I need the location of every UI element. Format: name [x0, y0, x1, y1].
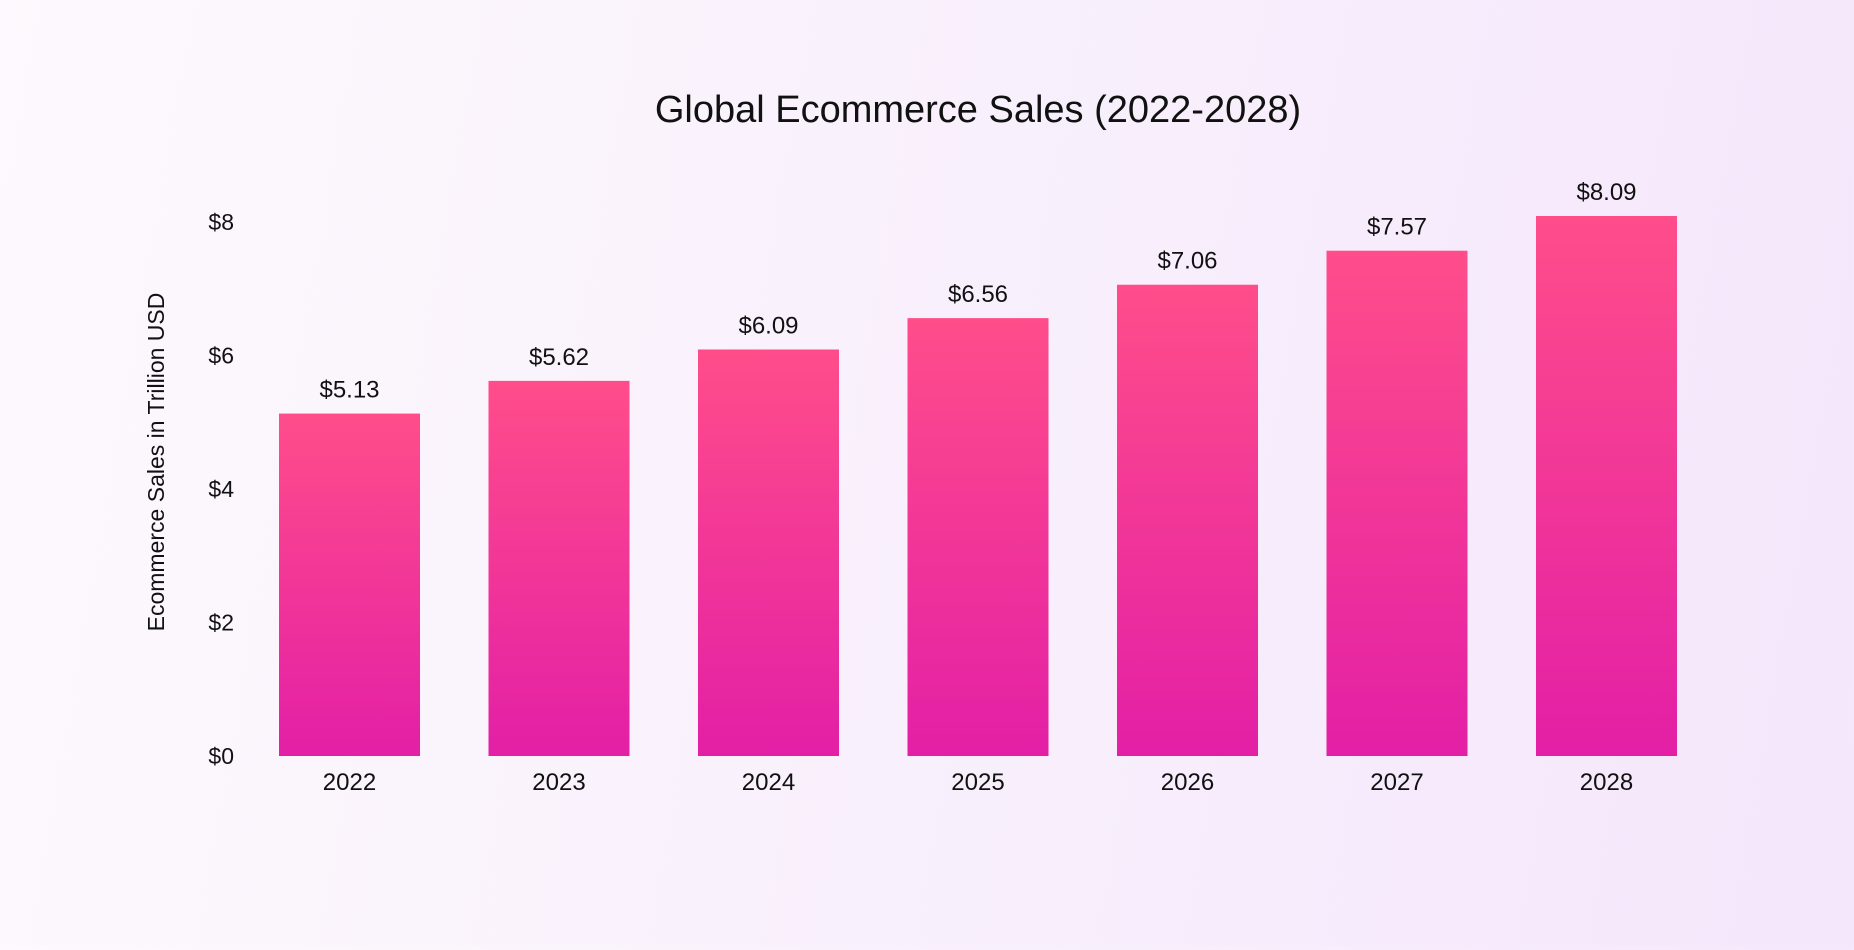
value-labels: $5.13 $5.62 $6.09 $6.56 $7.06 $7.57 $8.09: [319, 179, 1636, 404]
y-tick-label: $0: [208, 743, 234, 769]
bar-2022: [279, 413, 420, 756]
bar-2023: [488, 380, 630, 756]
x-axis-ticks: 2022 2023 2024 2025 2026 2027 2028: [323, 769, 1633, 796]
bar-2024: [698, 349, 839, 756]
value-label-2024: $6.09: [738, 312, 798, 339]
bar-2028: [1536, 215, 1677, 756]
y-tick-label: $4: [208, 476, 234, 502]
x-tick-label-2026: 2026: [1161, 769, 1214, 796]
value-label-2027: $7.57: [1367, 214, 1427, 241]
value-label-2022: $5.13: [319, 377, 379, 404]
y-tick-label: $8: [208, 209, 234, 235]
x-tick-label-2023: 2023: [532, 769, 585, 796]
x-tick-label-2024: 2024: [742, 769, 795, 796]
x-tick-label-2027: 2027: [1370, 769, 1423, 796]
value-label-2023: $5.62: [529, 344, 589, 371]
value-label-2026: $7.06: [1157, 248, 1217, 275]
y-tick-label: $6: [208, 343, 234, 369]
y-axis-label: Ecommerce Sales in Trillion USD: [143, 293, 169, 632]
x-tick-label-2025: 2025: [951, 769, 1004, 796]
y-tick-label: $2: [208, 610, 234, 636]
x-tick-label-2028: 2028: [1580, 769, 1633, 796]
chart-title: Global Ecommerce Sales (2022-2028): [655, 89, 1301, 131]
value-label-2028: $8.09: [1576, 179, 1636, 206]
bars: [279, 215, 1677, 756]
bar-2027: [1326, 250, 1468, 756]
value-label-2025: $6.56: [948, 281, 1008, 308]
bar-2025: [907, 318, 1049, 756]
y-axis-ticks: $0 $2 $4 $6 $8: [208, 209, 234, 769]
x-tick-label-2022: 2022: [323, 769, 376, 796]
bar-2026: [1117, 284, 1258, 756]
